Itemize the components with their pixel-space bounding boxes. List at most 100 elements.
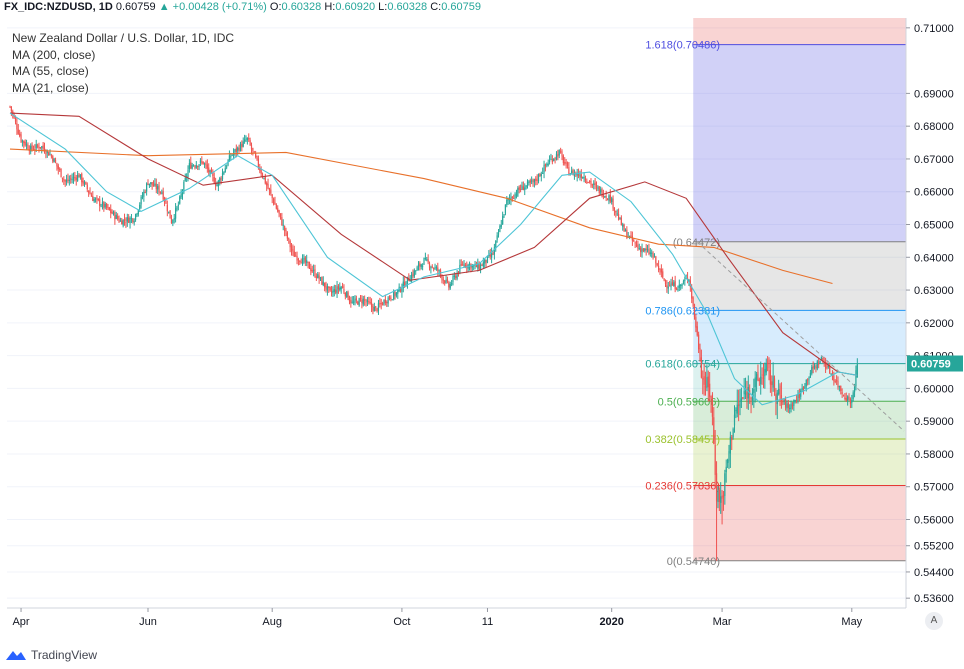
candle-body: [133, 221, 135, 223]
candle-body: [482, 262, 484, 267]
candle-body: [394, 291, 396, 296]
candle-body: [576, 172, 578, 176]
candle-body: [141, 196, 144, 198]
candle-body: [52, 156, 54, 162]
candle-body: [173, 218, 175, 220]
candle-body: [762, 377, 765, 380]
candle-body: [281, 216, 283, 226]
candle-body: [506, 199, 508, 205]
candle-body: [59, 168, 61, 170]
symbol-name[interactable]: FX_IDC:NZDUSD, 1D: [4, 1, 113, 13]
candle-body: [397, 290, 399, 294]
legend-ma200[interactable]: MA (200, close): [12, 47, 96, 62]
candle-body: [369, 302, 371, 304]
candle-body: [648, 249, 650, 254]
candle-body: [573, 172, 576, 177]
candle-body: [123, 219, 126, 221]
candle-body: [597, 187, 599, 189]
tradingview-footer[interactable]: TradingView: [5, 646, 97, 664]
candle-body: [301, 258, 304, 265]
candle-body: [554, 158, 556, 160]
candle-body: [692, 297, 694, 306]
candle-body: [641, 249, 643, 253]
candle-body: [801, 388, 803, 391]
candle-body: [288, 238, 290, 240]
candle-body: [272, 198, 275, 204]
candle-body: [210, 168, 213, 173]
candle-body: [354, 299, 356, 303]
candle-body: [64, 179, 66, 182]
candle-body: [640, 247, 642, 252]
candle-body: [314, 269, 316, 277]
candle-body: [702, 378, 704, 380]
candle-body: [19, 133, 21, 136]
candle-body: [168, 211, 170, 213]
candle-body: [206, 164, 208, 169]
candle-body: [746, 389, 748, 401]
candle-body: [172, 219, 174, 224]
candle-body: [35, 144, 37, 149]
candle-body: [560, 151, 562, 153]
candle-body: [855, 370, 857, 386]
legend-ma55[interactable]: MA (55, close): [12, 64, 89, 78]
legend-ma21[interactable]: MA (21, close): [12, 80, 89, 95]
candle-body: [108, 207, 110, 210]
candle-body: [500, 224, 502, 227]
candle-body: [590, 180, 592, 185]
candle-body: [228, 155, 231, 162]
candle-body: [177, 204, 179, 206]
candle-body: [457, 271, 460, 274]
candle-body: [533, 179, 535, 183]
candle-body: [75, 177, 77, 180]
candle-body: [551, 159, 553, 163]
candle-body: [511, 196, 513, 199]
candle-body: [553, 159, 555, 161]
candle-body: [235, 148, 237, 152]
candle-body: [413, 270, 415, 277]
candle-body: [241, 144, 243, 148]
candle-body: [564, 162, 566, 164]
candle-body: [747, 386, 749, 399]
candle-body: [504, 204, 507, 214]
candle-body: [259, 168, 261, 171]
candle-body: [515, 194, 518, 196]
candle-body: [671, 282, 673, 286]
candle-body: [77, 174, 79, 181]
candle-body: [849, 398, 852, 404]
candle-body: [409, 280, 411, 282]
candle-body: [562, 155, 564, 164]
price-tick-label: 0.66000: [914, 187, 954, 199]
candle-body: [479, 264, 482, 271]
candle-body: [121, 220, 123, 225]
candle-body: [282, 224, 284, 226]
candle-body: [789, 407, 791, 410]
candle-body: [412, 273, 414, 276]
candle-body: [733, 414, 736, 426]
plot-area[interactable]: [7, 18, 906, 608]
candle-body: [644, 248, 646, 251]
candle-body: [790, 403, 792, 409]
candle-body: [604, 196, 606, 198]
candle-body: [611, 198, 613, 203]
candle-body: [642, 248, 645, 251]
trend-line[interactable]: [696, 241, 905, 432]
candle-body: [383, 299, 385, 305]
candle-body: [438, 270, 440, 272]
current-price-marker: [907, 355, 963, 372]
candle-body: [335, 289, 337, 293]
candle-body: [227, 160, 229, 166]
candle-body: [151, 182, 153, 186]
candle-body: [750, 398, 752, 400]
candle-body: [295, 255, 297, 257]
ma-line-0[interactable]: [9, 148, 833, 285]
candle-body: [419, 263, 421, 267]
candle-body: [525, 185, 527, 188]
candle-body: [49, 154, 51, 156]
ma-line-2[interactable]: [9, 112, 858, 406]
candle-body: [452, 276, 454, 283]
auto-scale-button[interactable]: A: [925, 612, 943, 630]
candle-body: [531, 180, 533, 182]
candle-body: [779, 385, 781, 395]
candle-body: [453, 275, 455, 277]
